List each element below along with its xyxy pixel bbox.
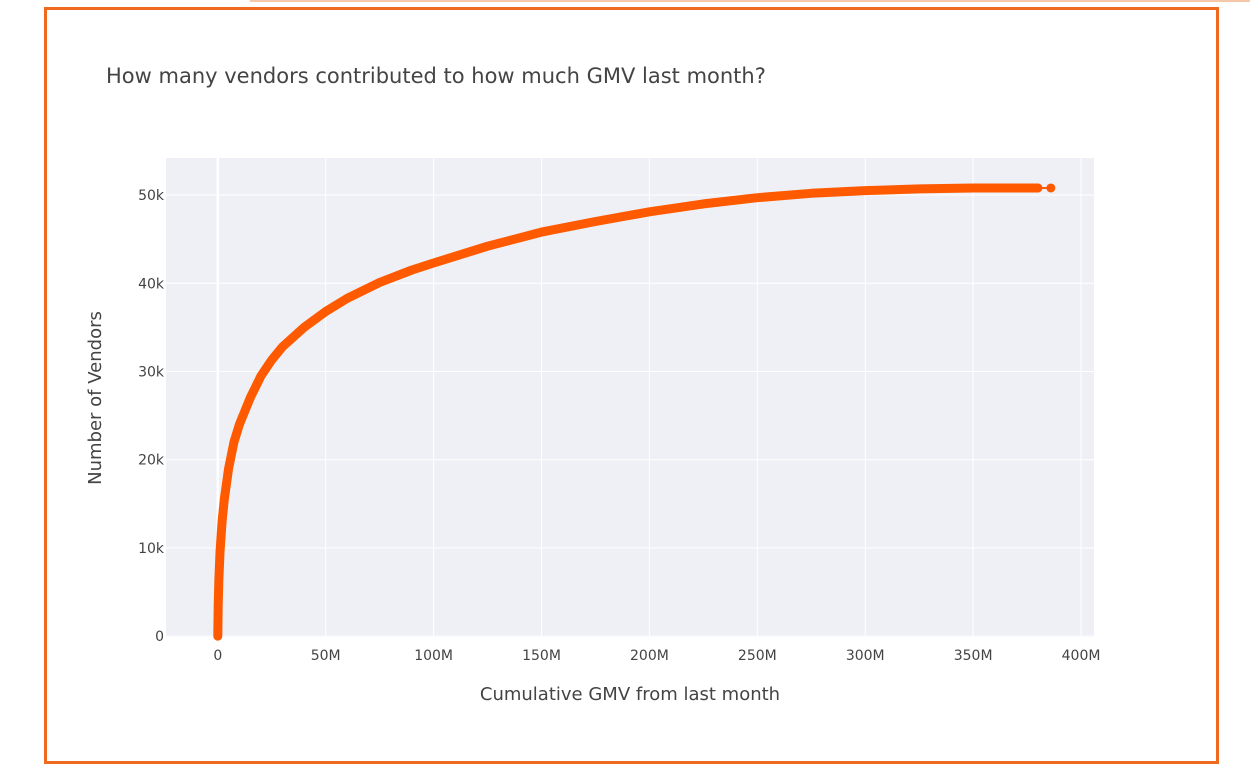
x-tick-label: 50M — [311, 648, 341, 664]
chart-title: How many vendors contributed to how much… — [106, 64, 766, 88]
y-tick-label: 30k — [138, 364, 165, 380]
plot-area — [166, 158, 1094, 637]
y-tick-label: 0 — [155, 629, 164, 645]
x-tick-label: 350M — [954, 648, 993, 664]
x-tick-label: 200M — [630, 648, 669, 664]
series-line — [213, 183, 1043, 641]
y-tick-label: 50k — [138, 188, 165, 204]
y-axis-label: Number of Vendors — [85, 311, 106, 485]
chart-frame — [44, 7, 1219, 764]
x-axis-label: Cumulative GMV from last month — [480, 684, 780, 705]
y-tick-label: 10k — [138, 541, 165, 557]
y-tick-label: 40k — [138, 276, 165, 292]
x-tick-label: 150M — [522, 648, 561, 664]
data-point — [1046, 183, 1056, 193]
x-tick-label: 0 — [213, 648, 222, 664]
x-tick-label: 400M — [1062, 648, 1101, 664]
x-tick-label: 100M — [414, 648, 453, 664]
tick-labels: 0 50M 100M 150M 200M 250M 300M 350M 400M 0 10k 20k 3… — [138, 188, 1100, 664]
x-tick-label: 250M — [738, 648, 777, 664]
top-divider — [250, 0, 1250, 2]
x-tick-label: 300M — [846, 648, 885, 664]
y-tick-label: 20k — [138, 453, 165, 469]
series-layer — [213, 183, 1056, 641]
gridlines — [166, 158, 1094, 637]
data-point — [1033, 183, 1043, 193]
